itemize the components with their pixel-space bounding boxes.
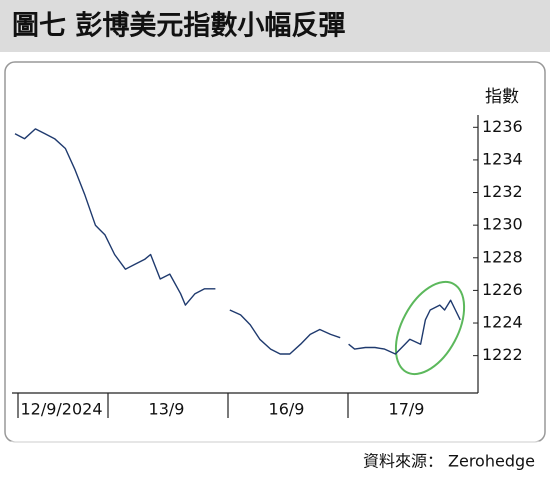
title-band bbox=[0, 0, 550, 52]
highlight-ellipse bbox=[394, 280, 466, 376]
y-tick-label: 1232 bbox=[482, 182, 523, 201]
source-note: 資料來源： Zerohedge bbox=[363, 452, 535, 471]
y-tick-label: 1222 bbox=[482, 345, 523, 364]
y-axis-label: 指數 bbox=[485, 87, 519, 107]
data-line bbox=[14, 128, 461, 355]
x-tick-label: 17/9 bbox=[389, 400, 425, 419]
y-tick-label: 1236 bbox=[482, 117, 523, 136]
y-tick-label: 1224 bbox=[482, 313, 523, 332]
x-tick-label: 12/9/2024 bbox=[20, 400, 102, 419]
plot-frame bbox=[4, 61, 546, 443]
y-tick-label: 1234 bbox=[482, 149, 523, 168]
y-tick-label: 1226 bbox=[482, 280, 523, 299]
y-tick-label: 1230 bbox=[482, 215, 523, 234]
chart-title: 圖七 彭博美元指數小幅反彈 bbox=[12, 10, 345, 42]
x-tick-label: 13/9 bbox=[149, 400, 185, 419]
y-tick-label: 1228 bbox=[482, 247, 523, 266]
x-tick-label: 16/9 bbox=[269, 400, 305, 419]
